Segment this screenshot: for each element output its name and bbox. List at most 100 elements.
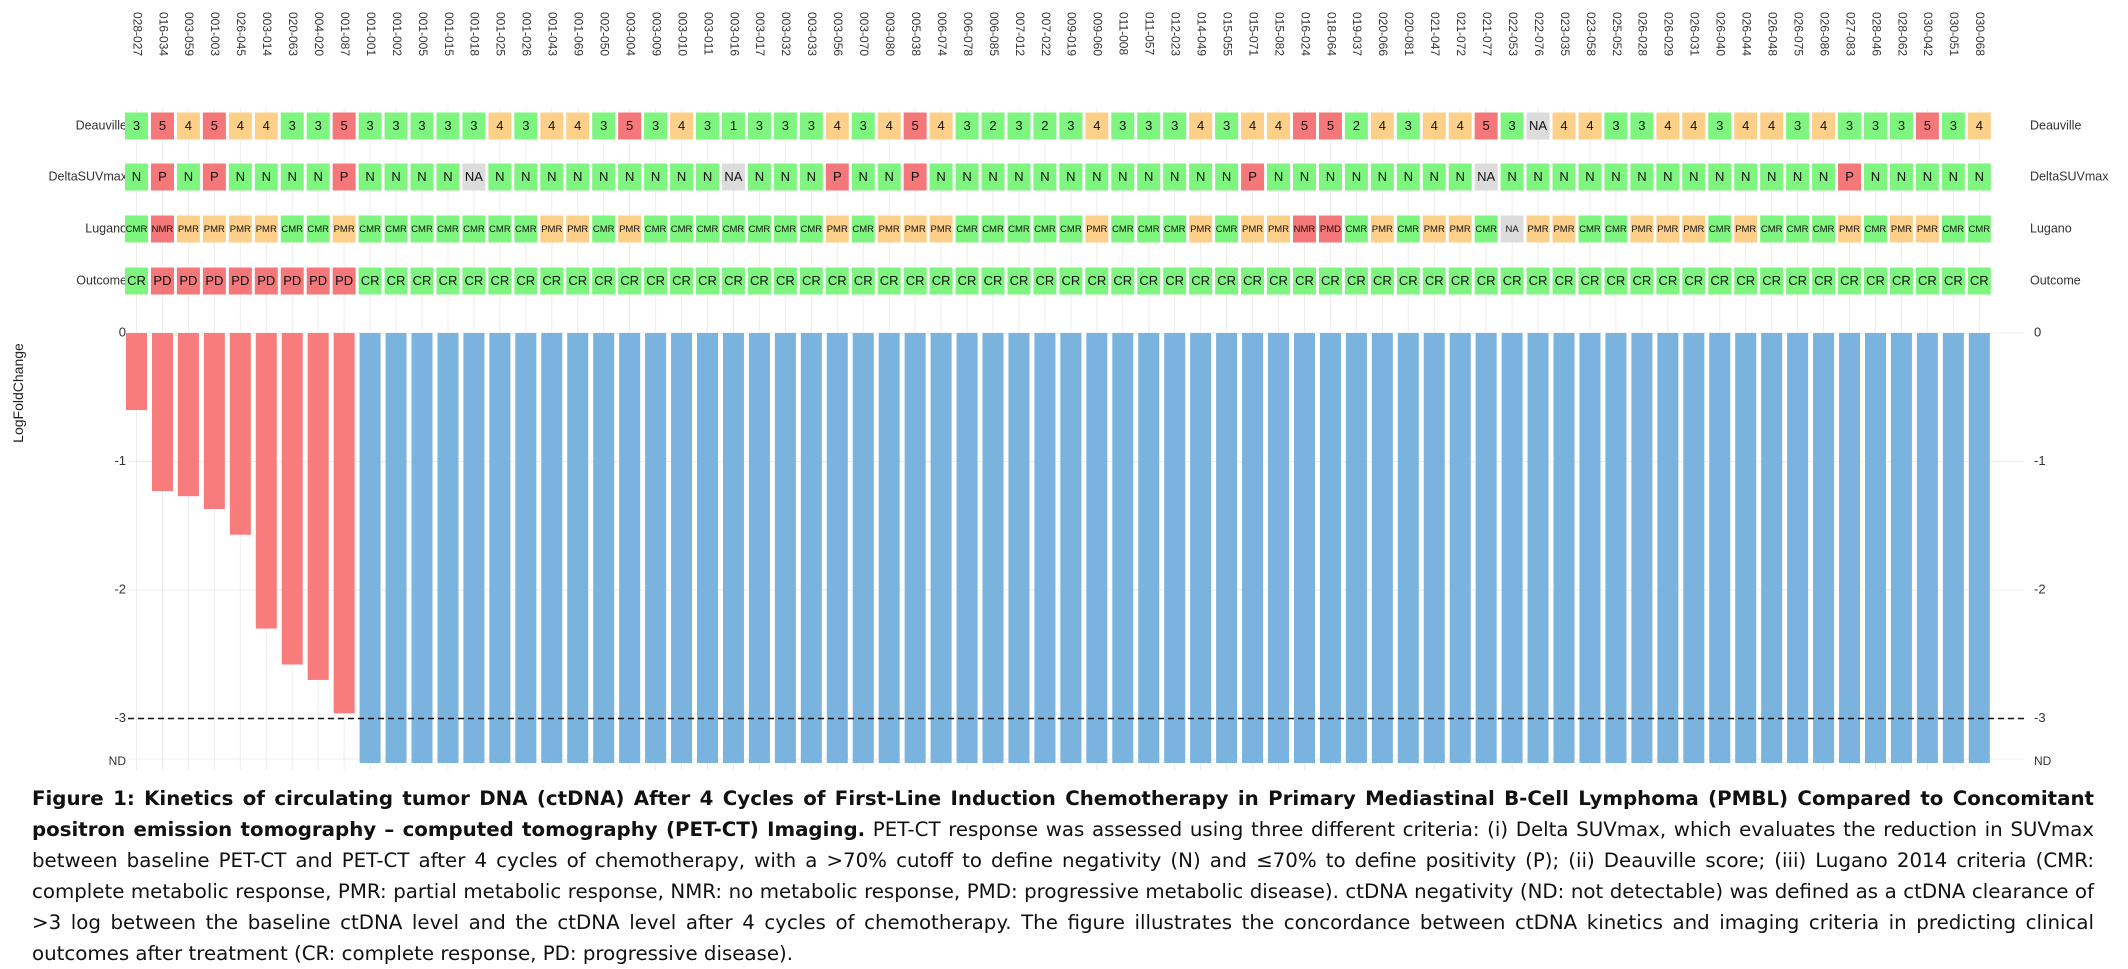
annotation-cell-label: CMR: [1943, 224, 1965, 235]
bar-detectable: [229, 333, 251, 535]
annotation-cell: [1578, 267, 1602, 295]
annotation-cell: [1967, 267, 1991, 295]
annotation-cell-label: CR: [465, 273, 484, 288]
bar-nd-marker: [1579, 755, 1601, 763]
annotation-cell: [1267, 267, 1291, 295]
annotation-cell-label: 4: [1560, 118, 1567, 133]
annotation-cell: [1630, 215, 1654, 243]
annotation-cell: [825, 163, 849, 191]
figure-caption: Figure 1: Kinetics of circulating tumor …: [32, 783, 2094, 969]
annotation-cell: [332, 267, 356, 295]
annotation-cell: [176, 215, 200, 243]
annotation-cell: [254, 267, 278, 295]
bar-nd-marker: [359, 755, 381, 763]
annotation-cell-label: CR: [1061, 273, 1080, 288]
bar-nd: [671, 333, 693, 758]
annotation-cell-label: CMR: [982, 224, 1004, 235]
x-tick-label: 011-057: [1143, 12, 1157, 55]
annotation-cell: [410, 267, 434, 295]
bar-nd: [1008, 333, 1030, 758]
annotation-cell-label: 2: [989, 118, 996, 133]
bar-nd: [1086, 333, 1108, 758]
bar-nd-marker: [1423, 755, 1445, 763]
annotation-cell-label: 4: [1275, 118, 1282, 133]
annotation-cell-label: N: [184, 169, 193, 184]
annotation-cell-label: N: [1741, 169, 1750, 184]
annotation-cell-label: N: [962, 169, 971, 184]
annotation-cell: [903, 267, 927, 295]
annotation-cell-label: CR: [1503, 273, 1522, 288]
annotation-cell-label: 3: [1145, 118, 1152, 133]
annotation-cell: [306, 112, 330, 140]
annotation-cell-label: PMR: [1657, 224, 1678, 235]
annotation-cell: [1370, 215, 1394, 243]
annotation-cell: [1786, 112, 1810, 140]
bar-nd-marker: [515, 755, 537, 763]
annotation-cell: [773, 215, 797, 243]
x-tick-label: 003-011: [701, 12, 715, 55]
bar-nd: [826, 333, 848, 758]
annotation-cell: [618, 112, 642, 140]
bar-nd: [1657, 333, 1679, 758]
x-tick-label: 021-047: [1428, 12, 1442, 56]
annotation-cell-label: N: [1689, 169, 1698, 184]
annotation-cell: [1552, 112, 1576, 140]
annotation-cell-label: NA: [1506, 224, 1520, 235]
x-tick-label: 003-014: [260, 12, 274, 56]
annotation-cell: [670, 112, 694, 140]
x-tick-label: 003-070: [857, 12, 871, 56]
annotation-cell: [1396, 267, 1420, 295]
annotation-cell: [929, 163, 953, 191]
bar-nd: [359, 333, 381, 758]
annotation-cell: [955, 163, 979, 191]
annotation-cell-label: CR: [387, 273, 406, 288]
annotation-cell-label: N: [677, 169, 686, 184]
annotation-cell-label: NMR: [1294, 224, 1316, 235]
annotation-cell-label: CR: [1840, 273, 1859, 288]
annotation-cell: [644, 267, 668, 295]
annotation-cell-label: CMR: [1968, 224, 1990, 235]
annotation-cell-label: CMR: [1216, 224, 1238, 235]
annotation-cell-label: N: [936, 169, 945, 184]
annotation-cell-label: 3: [1223, 118, 1230, 133]
bar-nd-marker: [826, 755, 848, 763]
x-tick-label: 015-071: [1246, 12, 1260, 56]
annotation-cell: [150, 215, 174, 243]
annotation-cell-label: N: [1352, 169, 1361, 184]
y-tick-label-left: 0: [119, 324, 126, 339]
bar-nd-marker: [1683, 755, 1705, 763]
annotation-cell: [1241, 112, 1265, 140]
annotation-cell-label: CMR: [1060, 224, 1082, 235]
annotation-cell-label: PMR: [178, 224, 199, 235]
annotation-cell-label: CR: [776, 273, 795, 288]
annotation-cell-label: PMR: [1268, 224, 1289, 235]
annotation-cell: [1682, 163, 1706, 191]
annotation-cell: [462, 163, 486, 191]
annotation-cell: [1292, 267, 1316, 295]
annotation-cell-label: 4: [1820, 118, 1827, 133]
annotation-cell: [1604, 163, 1628, 191]
annotation-cell: [877, 215, 901, 243]
annotation-cell: [566, 163, 590, 191]
annotation-cell-label: N: [625, 169, 634, 184]
annotation-cell-label: N: [495, 169, 504, 184]
x-tick-label: 022-076: [1532, 12, 1546, 56]
annotation-cell: [1137, 163, 1161, 191]
bar-nd-marker: [1060, 755, 1082, 763]
annotation-cell-label: CR: [1658, 273, 1677, 288]
annotation-cell-label: CR: [880, 273, 899, 288]
annotation-cell: [1474, 112, 1498, 140]
annotation-cell-label: 4: [1742, 118, 1749, 133]
annotation-cell-label: PMR: [1683, 224, 1704, 235]
annotation-cell-label: PMD: [1320, 224, 1341, 235]
annotation-cell: [1215, 163, 1239, 191]
bar-nd: [697, 333, 719, 758]
annotation-cell: [929, 215, 953, 243]
annotation-cell-label: PMR: [905, 224, 926, 235]
annotation-cell-label: CR: [1165, 273, 1184, 288]
annotation-cell-label: CR: [984, 273, 1003, 288]
bar-nd: [1449, 333, 1471, 758]
bar-nd: [1216, 333, 1238, 758]
annotation-cell-label: P: [1248, 169, 1257, 184]
annotation-cell: [1318, 267, 1342, 295]
